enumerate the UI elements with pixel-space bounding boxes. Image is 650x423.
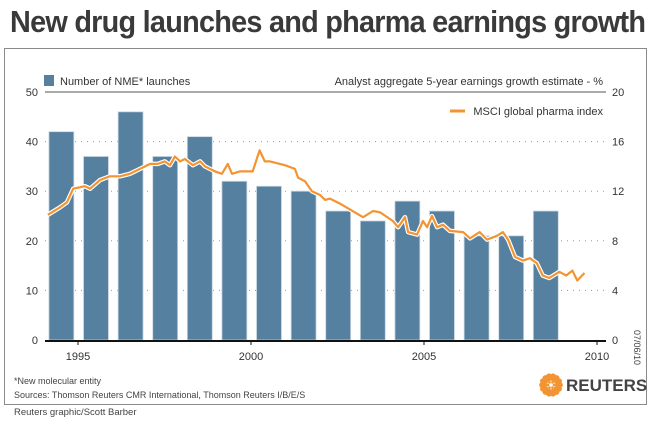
reuters-logo-icon xyxy=(539,373,563,397)
right-axis-title: Analyst aggregate 5-year earnings growth… xyxy=(335,76,604,88)
x-tick-label: 2010 xyxy=(585,351,609,363)
chart-frame xyxy=(4,48,647,405)
bar-2002 xyxy=(325,210,352,341)
bar-1997 xyxy=(152,156,179,341)
bar-2006 xyxy=(463,235,490,341)
x-tick-label: 2005 xyxy=(412,351,436,363)
date-stamp: 07/06/10 xyxy=(632,330,642,365)
legend-bars-label: Number of NME* launches xyxy=(60,76,191,88)
left-tick-label: 10 xyxy=(26,285,38,297)
right-tick-label: 12 xyxy=(612,186,624,198)
legend-bar-swatch xyxy=(44,75,54,86)
sources: Sources: Thomson Reuters CMR Internation… xyxy=(14,390,305,400)
bar-2001 xyxy=(290,190,317,341)
bar-1996 xyxy=(117,111,144,341)
left-tick-label: 0 xyxy=(32,335,38,347)
right-tick-label: 4 xyxy=(612,285,618,297)
reuters-logo-text: REUTERS xyxy=(566,376,647,395)
reuters-logo: REUTERS xyxy=(539,373,647,397)
right-tick-label: 8 xyxy=(612,236,618,248)
footnote: *New molecular entity xyxy=(14,376,102,386)
left-tick-label: 30 xyxy=(26,186,38,198)
x-tick-label: 1995 xyxy=(66,351,90,363)
right-tick-label: 0 xyxy=(612,335,618,347)
right-tick-label: 16 xyxy=(612,137,624,149)
line-msci-pharma xyxy=(47,149,586,282)
left-tick-label: 20 xyxy=(26,236,38,248)
x-tick-label: 2000 xyxy=(239,351,263,363)
right-tick-label: 20 xyxy=(612,87,624,99)
bar-2003 xyxy=(359,220,386,341)
bar-1999 xyxy=(221,180,248,341)
legend-line-label: MSCI global pharma index xyxy=(473,106,603,118)
left-tick-label: 50 xyxy=(26,87,38,99)
bar-1994 xyxy=(48,131,75,341)
left-tick-label: 40 xyxy=(26,137,38,149)
bar-2000 xyxy=(256,185,282,341)
chart-title: New drug launches and pharma earnings gr… xyxy=(10,4,646,39)
credit: Reuters graphic/Scott Barber xyxy=(14,407,137,418)
